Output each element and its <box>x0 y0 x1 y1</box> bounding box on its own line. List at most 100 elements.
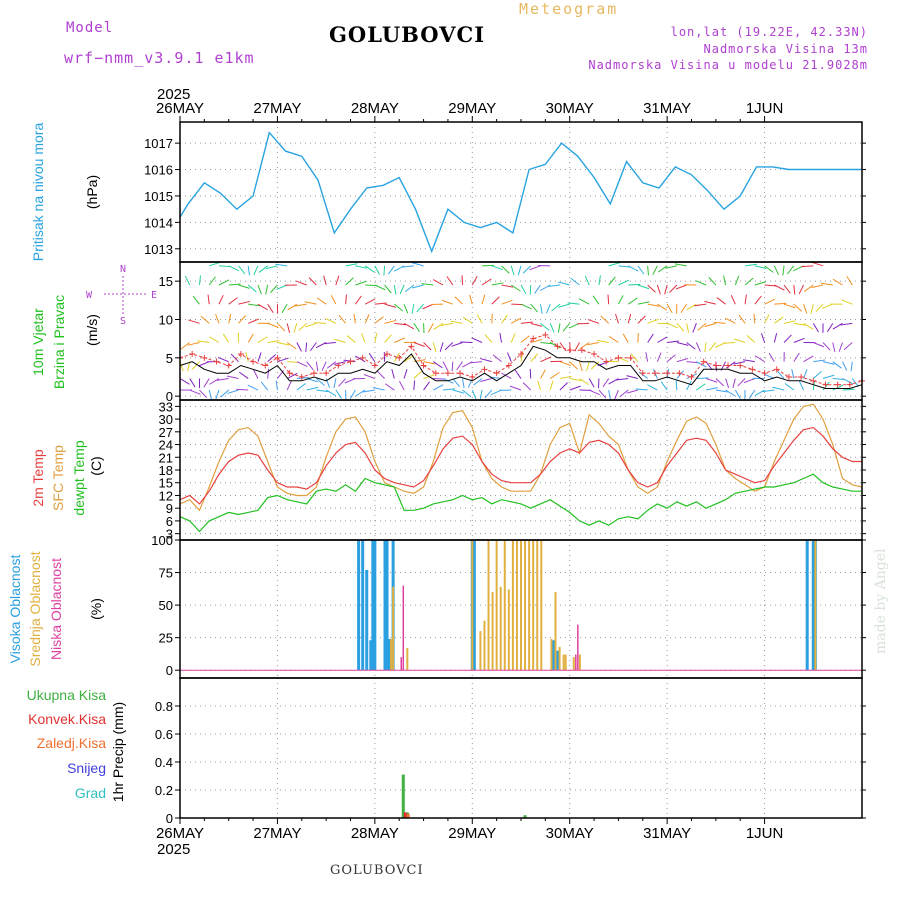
wind-barb <box>608 262 621 267</box>
wind-barb <box>423 342 432 351</box>
wind-barb <box>637 301 650 305</box>
wind-barb <box>704 322 716 328</box>
series-line-sfc-temp <box>179 403 863 512</box>
wind-barb <box>471 389 477 400</box>
wind-barb <box>433 384 444 391</box>
wind-barb <box>247 384 259 391</box>
bar-mid-cloud <box>550 638 553 671</box>
wind-barb <box>236 388 249 391</box>
wind-barb <box>822 342 831 351</box>
gust-marker <box>542 331 549 338</box>
wind-barb <box>540 369 546 379</box>
wind-barb <box>754 389 765 397</box>
gust-marker <box>457 370 464 377</box>
wind-barb <box>716 297 726 305</box>
wind-barb <box>730 294 736 305</box>
bar-high-cloud <box>805 540 809 671</box>
bar-low-cloud <box>400 657 402 671</box>
wind-barb <box>734 389 741 399</box>
gust-marker <box>627 354 634 361</box>
compass-e: E <box>151 290 157 301</box>
wind-barb <box>452 378 460 387</box>
wind-barb <box>257 303 268 311</box>
wind-barb <box>822 374 835 380</box>
wind-barb <box>734 275 740 286</box>
wind-barb <box>637 284 650 290</box>
bar-mid-cloud <box>524 540 527 671</box>
y-title-low-cloud: Niska Oblacnost <box>48 558 64 660</box>
y-unit-pressure: (hPa) <box>84 175 100 209</box>
wind-barb <box>323 342 336 345</box>
wind-barb <box>286 380 292 391</box>
wind-barb <box>462 316 473 324</box>
bar-mid-cloud <box>495 540 498 671</box>
bar-total-precip <box>523 815 527 818</box>
gust-marker <box>189 351 196 357</box>
wind-barb <box>774 284 785 291</box>
wind-barb <box>267 340 280 343</box>
wind-barb <box>335 389 342 399</box>
wind-barb <box>774 302 787 305</box>
gust-marker <box>213 358 220 365</box>
gust-marker <box>225 362 232 369</box>
wind-barb <box>394 303 404 312</box>
gust-marker <box>664 370 671 377</box>
gust-marker <box>323 370 330 377</box>
wind-barb <box>838 342 843 352</box>
bar-mid-cloud <box>503 540 506 671</box>
wind-barb <box>768 352 775 362</box>
bar-high-cloud <box>811 540 815 671</box>
wind-barb <box>754 355 765 363</box>
wind-barb <box>306 386 319 391</box>
wind-barb <box>534 284 541 294</box>
gust-marker <box>469 374 476 380</box>
wind-barb <box>296 383 306 391</box>
wind-barb <box>754 281 767 286</box>
y-title-mid-cloud: Srednja Oblacnost <box>27 551 43 666</box>
gust-marker <box>310 370 317 377</box>
series-line-2m-temp <box>179 426 862 505</box>
y-title-pressure: Pritisak na nivou mora <box>30 123 46 262</box>
bar-mid-cloud <box>540 540 543 671</box>
wind-barb <box>803 369 808 379</box>
precip-legend-4: Grad <box>75 785 106 801</box>
wind-barb <box>216 378 229 381</box>
wind-barb <box>491 282 504 286</box>
x-tick-label-bottom: 1JUN <box>746 825 784 842</box>
station-title: GOLUBOVCI <box>329 22 486 47</box>
x-tick-label-top: 26MAY <box>156 100 204 117</box>
y-tick-label: 0 <box>166 389 173 404</box>
wind-barb <box>413 380 416 391</box>
wind-barb <box>296 376 309 380</box>
wind-barb <box>812 323 819 333</box>
wind-barb <box>637 265 645 275</box>
wind-barb <box>696 377 709 380</box>
wind-barb <box>762 389 775 393</box>
coordinates: lon,lat (19.22E, 42.33N) <box>670 25 868 39</box>
wind-barb <box>355 280 367 286</box>
wind-barb <box>803 322 814 330</box>
wind-barb <box>247 265 250 276</box>
bar-freezing-precip <box>406 813 410 818</box>
wind-barb <box>647 303 660 307</box>
wind-barb <box>286 342 297 350</box>
wind-barb <box>391 369 395 379</box>
wind-barb <box>675 380 678 391</box>
gust-marker <box>591 351 598 357</box>
wind-barb <box>374 316 384 324</box>
gust-marker <box>396 354 403 361</box>
wind-barb <box>674 263 687 267</box>
wind-barb <box>551 303 561 312</box>
wind-barb <box>471 275 478 286</box>
wind-barb <box>344 378 356 384</box>
wind-barb <box>184 275 191 286</box>
y-title-2m-temp: 2m Temp <box>30 449 46 507</box>
wind-barb <box>384 319 397 324</box>
wind-barb <box>179 378 190 385</box>
wind-barb <box>423 381 430 391</box>
wind-barb <box>520 321 533 324</box>
wind-barb <box>764 265 774 273</box>
bar-conv-precip <box>403 812 407 818</box>
wind-barb <box>510 333 516 343</box>
gust-marker <box>408 343 415 350</box>
